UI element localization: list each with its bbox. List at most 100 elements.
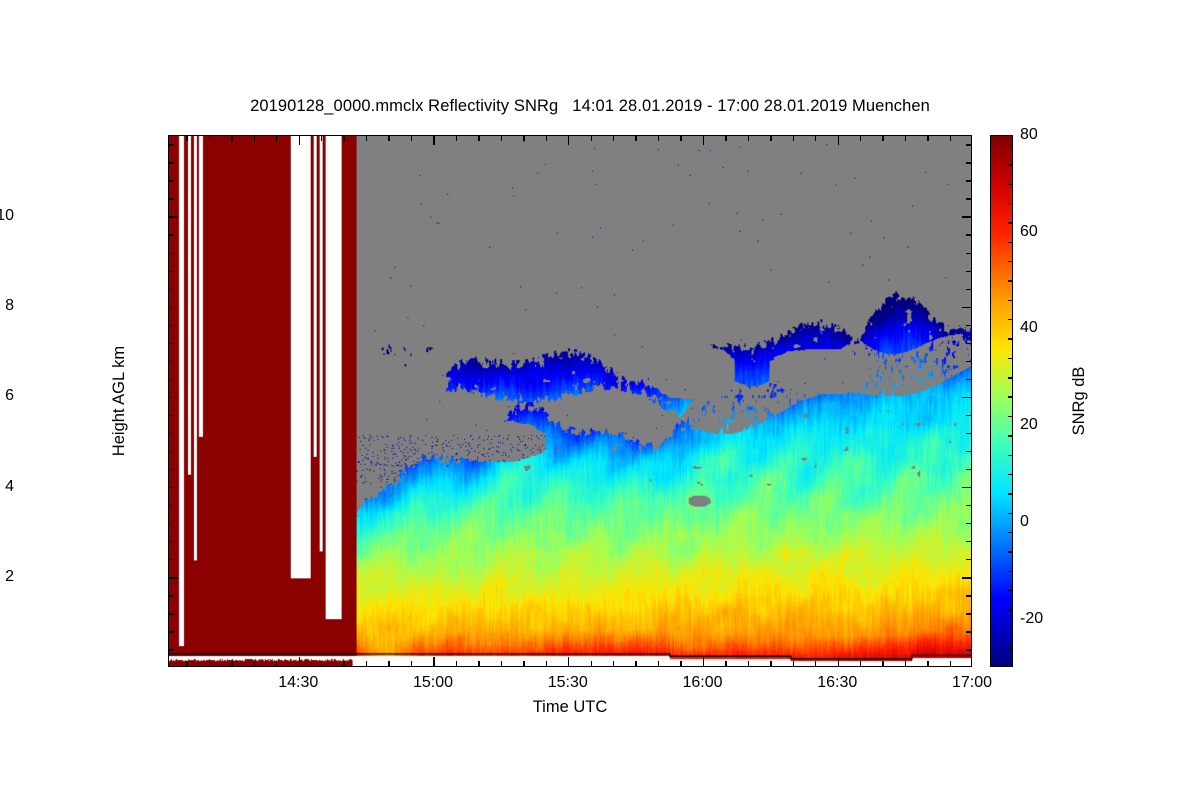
y-axis-tick-minor <box>169 378 174 381</box>
y-axis-tick-minor-right <box>966 198 971 200</box>
colorbar-tick-minor <box>1008 280 1012 282</box>
x-axis-tick-label: 15:00 <box>412 674 454 691</box>
x-axis-tick-label: 16:30 <box>817 674 858 691</box>
colorbar-gradient <box>991 136 1012 666</box>
x-axis-tick-minor-top <box>478 136 480 141</box>
y-axis-tick-minor <box>169 144 174 146</box>
x-axis-tick-minor-top <box>725 136 727 141</box>
colorbar-tick-minor <box>1008 299 1012 302</box>
x-axis-tick-minor-top <box>770 136 772 141</box>
y-axis-tick-minor-right <box>966 234 971 236</box>
x-axis-tick-major-top <box>298 136 300 145</box>
x-axis-tick-minor-top <box>410 136 413 141</box>
y-axis-tick-major-right <box>962 306 971 308</box>
y-axis-tick-minor <box>169 613 174 615</box>
y-axis-tick-label: 4 <box>5 477 14 495</box>
y-axis-tick-minor <box>169 450 174 453</box>
plot-axes-area[interactable] <box>168 135 972 667</box>
x-axis-tick-minor <box>590 661 592 666</box>
x-axis-tick-minor-top <box>612 136 615 141</box>
x-axis-tick-minor-top <box>276 136 278 141</box>
x-axis-tick-minor-top <box>365 136 368 141</box>
colorbar-tick-minor <box>1008 415 1012 418</box>
x-axis-tick-major-top <box>702 136 705 145</box>
colorbar-tick-minor <box>1008 377 1012 379</box>
y-axis-tick-minor <box>169 252 174 254</box>
colorbar-tick-minor <box>1008 531 1012 534</box>
x-axis-tick-minor <box>792 661 795 666</box>
x-axis-tick-minor <box>747 661 750 666</box>
colorbar-tick-minor <box>1008 493 1012 495</box>
x-axis-tick-minor <box>478 661 480 666</box>
x-axis-tick-minor <box>904 661 907 666</box>
y-axis-tick-minor-right <box>966 450 971 453</box>
x-axis-tick-minor-top <box>815 136 817 141</box>
x-axis-tick-minor-top <box>186 136 188 141</box>
y-axis-tick-minor <box>169 414 174 417</box>
x-axis-tick-major <box>568 657 570 666</box>
x-axis-tick-minor <box>186 661 188 666</box>
y-axis-tick-minor <box>169 504 174 507</box>
colorbar-tick-minor <box>1008 454 1012 456</box>
y-axis-tick-minor-right <box>966 342 971 345</box>
x-axis-tick-minor <box>276 661 278 666</box>
colorbar-tick-minor <box>1008 203 1012 205</box>
y-axis-tick-minor-right <box>966 414 971 417</box>
colorbar[interactable] <box>990 135 1013 667</box>
x-axis-tick-minor-top <box>343 136 345 141</box>
x-axis-tick-minor <box>927 661 929 666</box>
y-axis-tick-label: 10 <box>0 207 14 225</box>
x-axis-tick-label: 15:30 <box>547 674 588 691</box>
colorbar-tick-minor <box>1008 319 1012 321</box>
colorbar-tick-label: -20 <box>1020 609 1044 627</box>
y-axis-tick-label: 6 <box>5 387 14 405</box>
y-axis-tick-minor <box>169 360 174 363</box>
colorbar-tick-minor <box>1008 473 1012 476</box>
colorbar-tick-minor <box>1008 261 1012 263</box>
x-axis-tick-minor-top <box>882 136 884 141</box>
y-axis-tick-minor-right <box>966 162 971 164</box>
x-axis-tick-minor-top <box>792 136 795 141</box>
x-axis-tick-label: 16:00 <box>682 674 723 691</box>
colorbar-tick-minor <box>1008 609 1012 611</box>
x-axis-tick-minor-top <box>927 136 929 141</box>
colorbar-tick-minor <box>1008 512 1012 514</box>
x-axis-tick-minor-top <box>545 136 547 141</box>
y-axis-tick-minor-right <box>966 541 971 543</box>
x-axis-tick-minor <box>612 661 615 666</box>
y-axis-tick-minor <box>169 523 174 525</box>
y-axis-tick-major-right <box>962 216 971 218</box>
y-axis-tick-minor-right <box>966 252 971 254</box>
x-axis-tick-minor <box>860 661 862 666</box>
colorbar-tick-label: 20 <box>1020 416 1038 434</box>
reflectivity-heatmap-canvas[interactable] <box>169 136 971 666</box>
y-axis-tick-major <box>169 577 178 579</box>
x-axis-tick-minor-top <box>860 136 862 141</box>
y-axis-tick-major <box>169 396 178 399</box>
x-axis-tick-major-top <box>837 136 839 145</box>
y-axis-tick-minor-right <box>966 613 971 615</box>
y-axis-tick-minor <box>169 432 174 435</box>
x-axis-tick-minor-top <box>949 136 952 141</box>
y-axis-tick-minor-right <box>966 559 971 561</box>
y-axis-tick-minor-right <box>966 595 971 597</box>
y-axis-tick-minor <box>169 342 174 345</box>
x-axis-tick-minor-top <box>253 136 256 141</box>
colorbar-tick-label: 40 <box>1020 319 1038 337</box>
x-axis-tick-minor <box>635 661 637 666</box>
y-axis-title: Height AGL km <box>110 345 128 457</box>
x-axis-tick-minor-top <box>680 136 682 141</box>
colorbar-tick-minor <box>1008 396 1012 398</box>
x-axis-tick-major <box>433 657 435 666</box>
x-axis-tick-minor <box>545 661 547 666</box>
x-axis-tick-minor-top <box>904 136 907 141</box>
y-axis-tick-minor <box>169 234 174 236</box>
x-axis-tick-minor-top <box>321 136 323 141</box>
x-axis-tick-major <box>837 657 839 666</box>
y-axis-tick-minor-right <box>966 523 971 525</box>
colorbar-tick-minor <box>1008 628 1012 630</box>
x-axis-tick-minor <box>410 661 413 666</box>
x-axis-tick-label: 14:30 <box>278 674 319 691</box>
x-axis-tick-minor <box>208 661 211 666</box>
